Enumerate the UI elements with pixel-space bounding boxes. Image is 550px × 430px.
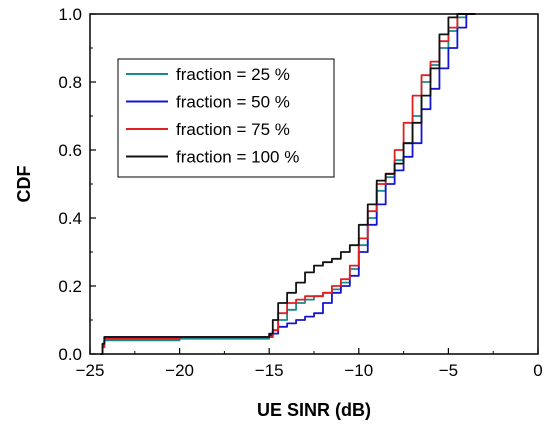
series-line <box>100 13 476 355</box>
x-tick-label: −15 <box>255 361 284 380</box>
x-tick-label: 0 <box>533 361 542 380</box>
y-tick-label: 0.8 <box>58 73 82 92</box>
x-axis-title: UE SINR (dB) <box>257 400 371 420</box>
legend: fraction = 25 % fraction = 50 % fraction =… <box>117 58 335 178</box>
legend-label: fraction = 75 % <box>176 120 290 139</box>
y-tick-label: 0.6 <box>58 141 82 160</box>
y-tick-label: 1.0 <box>58 5 82 24</box>
y-tick-label: 0.0 <box>58 345 82 364</box>
plot-lines <box>100 13 476 355</box>
y-axis: 0.0 0.2 0.4 0.6 0.8 1.0 <box>58 5 96 364</box>
x-tick-label: −20 <box>165 361 194 380</box>
y-tick-label: 0.2 <box>58 277 82 296</box>
y-tick-label: 0.4 <box>58 209 82 228</box>
x-tick-label: −25 <box>76 361 105 380</box>
x-axis: −25 −20 −15 −10 −5 0 <box>76 348 543 380</box>
x-tick-label: −5 <box>439 361 458 380</box>
legend-label: fraction = 100 % <box>176 148 299 167</box>
legend-label: fraction = 25 % <box>176 65 290 84</box>
y-axis-title: CDF <box>14 166 34 203</box>
legend-label: fraction = 50 % <box>176 93 290 112</box>
x-tick-label: −10 <box>344 361 373 380</box>
